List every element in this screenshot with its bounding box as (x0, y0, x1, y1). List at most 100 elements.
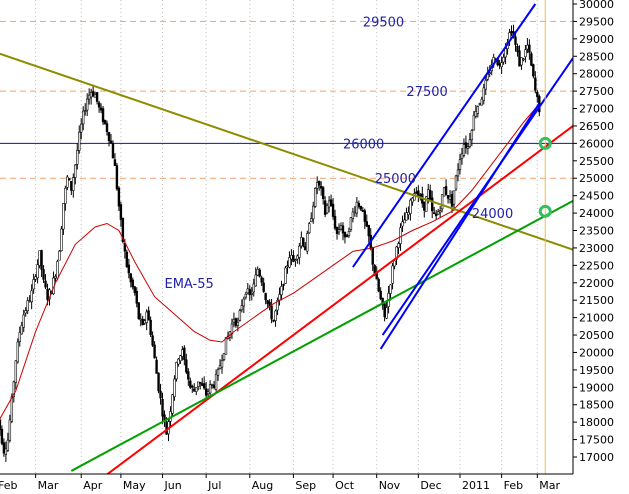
y-tick-label: 27500 (579, 85, 614, 98)
candle-body (480, 98, 483, 106)
candle-body (316, 182, 319, 189)
candle-body (484, 79, 487, 90)
candle-body (8, 419, 12, 441)
candle-body (44, 280, 47, 288)
candle-body (145, 311, 148, 323)
y-tick-label: 22000 (579, 277, 614, 290)
candle-body (389, 284, 392, 294)
candle-body (252, 283, 255, 293)
candle-body (16, 341, 19, 363)
y-tick-label: 28000 (579, 68, 614, 81)
y-tick-label: 29000 (579, 33, 614, 46)
candle-body (317, 180, 321, 186)
y-tick-label: 26500 (579, 120, 614, 133)
annot-layer: 29500 27500 26000 25000 24000 EMA-55 (165, 15, 514, 291)
candle-body (425, 196, 428, 212)
candle-body (242, 298, 246, 307)
axis-panel-bottom (0, 474, 629, 494)
candle-body (24, 310, 27, 314)
candle-body (246, 288, 249, 294)
candle-body (450, 194, 454, 207)
y-tick-label: 25000 (579, 172, 614, 185)
candle-body (391, 265, 394, 284)
candle-body (365, 221, 368, 227)
candle-body (40, 250, 43, 270)
candle-body (534, 77, 537, 91)
candle-body (393, 260, 396, 267)
candle-body (415, 191, 418, 194)
candle-body (347, 231, 351, 236)
candle-body (0, 419, 2, 431)
trendline-blue-upper (352, 3, 537, 268)
candle-body (504, 48, 507, 58)
y-tick-label: 24500 (579, 190, 614, 203)
candle-body (458, 159, 462, 170)
candle-body (95, 92, 99, 102)
candle-body (133, 286, 136, 293)
candle-body (232, 319, 236, 323)
y-tick-label: 19000 (579, 381, 614, 394)
axis-panel-right (573, 0, 629, 494)
annotation-25000: 25000 (375, 172, 416, 187)
candle-body (522, 58, 525, 61)
candle-body (42, 269, 45, 280)
candle-body (432, 212, 436, 214)
candle-body (470, 130, 474, 141)
ema-layer (0, 104, 542, 420)
candle-body (314, 188, 317, 207)
marker-layer (538, 0, 552, 474)
trendline-blue-lower (379, 102, 541, 350)
candle-body (488, 72, 491, 75)
candle-body (395, 246, 398, 260)
candle-body (438, 210, 442, 213)
candle-body (335, 226, 339, 234)
ema-55-line (0, 104, 542, 420)
candle-body (298, 245, 301, 258)
candle-body (204, 388, 208, 396)
candle-body (423, 201, 426, 211)
candle-body (36, 264, 39, 279)
candle-body (462, 144, 466, 156)
candle-body (173, 378, 176, 397)
x-tick-label: Sep (295, 479, 316, 492)
candle-body (179, 355, 182, 362)
candle-body (38, 250, 41, 266)
candle-body (339, 225, 343, 230)
candle-body (119, 204, 123, 220)
y-tick-label: 28500 (579, 50, 614, 63)
candle-body (310, 218, 313, 222)
candle-body (113, 159, 117, 167)
candle-body (20, 325, 23, 335)
candle-body (216, 369, 220, 376)
candle-body (452, 190, 456, 205)
candle-body (254, 274, 257, 287)
candle-body (54, 276, 57, 279)
candle-body (6, 439, 10, 451)
candle-body (446, 195, 450, 199)
candle-body (218, 365, 222, 370)
candle-body (82, 110, 85, 125)
candle-body (12, 381, 16, 397)
candle-body (147, 310, 150, 321)
y-tick-label: 23000 (579, 242, 614, 255)
candle-body (28, 300, 31, 303)
candle-body (466, 146, 470, 149)
candle-body (294, 259, 297, 262)
candle-body (125, 251, 129, 267)
candle-body (151, 335, 154, 346)
y-tick-layer: 17000 17500 18000 18500 19000 19500 20000 20500… (573, 0, 614, 464)
candle-body (210, 384, 214, 386)
candle-body (274, 310, 277, 321)
annotation-26000: 26000 (343, 137, 384, 152)
candle-body (325, 205, 329, 214)
candle-body (409, 199, 412, 214)
candle-body (244, 293, 248, 298)
candle-body (2, 442, 6, 454)
y-tick-label: 25500 (579, 155, 614, 168)
y-tick-label: 23500 (579, 225, 614, 238)
candle-body (248, 289, 251, 296)
candle-body (308, 223, 311, 234)
candle-body (143, 320, 146, 324)
candle-body (361, 210, 365, 212)
